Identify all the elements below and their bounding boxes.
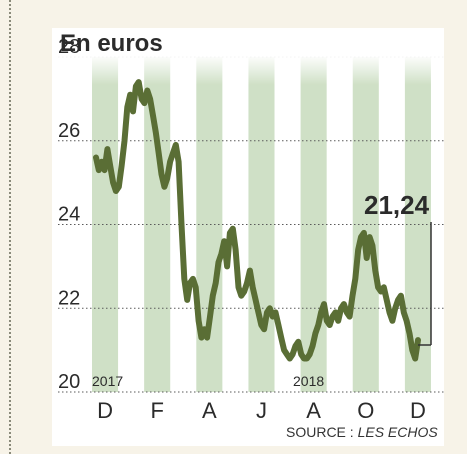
x-month-label: A xyxy=(306,398,321,423)
x-month-label: J xyxy=(256,398,267,423)
x-month-label: D xyxy=(410,398,426,423)
x-month-label: A xyxy=(202,398,217,423)
x-month-label: O xyxy=(357,398,374,423)
dotted-margin-rule xyxy=(9,0,11,454)
x-month-label: F xyxy=(150,398,163,423)
y-tick-label: 28 xyxy=(58,36,80,58)
chart-title: En euros xyxy=(60,30,163,57)
y-tick-label: 26 xyxy=(58,120,80,142)
y-tick-label: 22 xyxy=(58,287,80,309)
x-year-label: 2018 xyxy=(293,373,324,389)
month-stripe xyxy=(92,57,119,392)
month-stripe xyxy=(144,57,171,392)
top-fade-overlay xyxy=(52,55,444,85)
source-prefix: SOURCE : xyxy=(286,424,358,440)
price-series-line xyxy=(93,79,421,362)
x-month-label: D xyxy=(97,398,113,423)
x-year-label: 2017 xyxy=(92,373,123,389)
source-credit: SOURCE : LES ECHOS xyxy=(286,424,438,440)
last-value-label: 21,24 xyxy=(364,190,430,220)
source-name: LES ECHOS xyxy=(358,424,439,440)
y-tick-label: 24 xyxy=(58,204,80,226)
y-tick-label: 20 xyxy=(58,371,80,393)
